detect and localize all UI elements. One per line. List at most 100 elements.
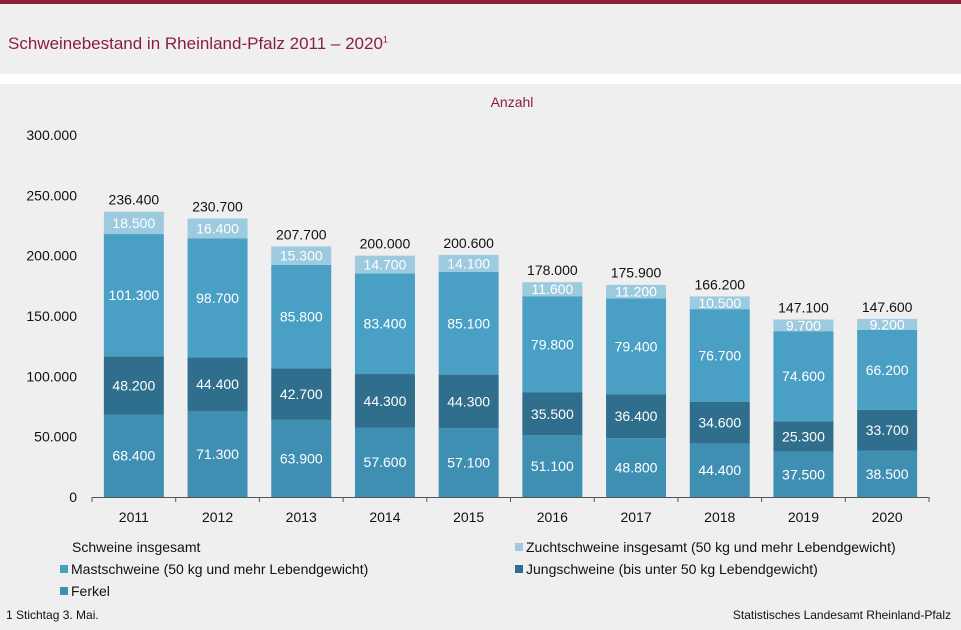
- x-tick-label: 2014: [369, 509, 400, 525]
- bar-segment: [103, 211, 164, 235]
- legend-total: Schweine insgesamt: [72, 539, 200, 555]
- bar-segment: [438, 374, 499, 429]
- bar-segment: [354, 427, 415, 497]
- x-tick-label: 2015: [453, 509, 484, 525]
- y-tick-label: 250.000: [26, 187, 77, 203]
- segment-value-label: 66.200: [866, 362, 909, 378]
- legend-ferkel-swatch: [60, 587, 68, 595]
- bar-segment: [354, 273, 415, 375]
- segment-value-label: 57.100: [447, 455, 490, 471]
- segment-value-label: 25.300: [782, 428, 825, 444]
- bar-segment: [103, 234, 164, 357]
- x-tick-label: 2020: [872, 509, 903, 525]
- bar-segment: [857, 329, 918, 410]
- bar-segment: [606, 394, 667, 439]
- segment-value-label: 44.400: [698, 462, 741, 478]
- total-value-label: 175.900: [611, 265, 662, 281]
- segment-value-label: 48.800: [615, 460, 658, 476]
- title-footnote-mark: 1: [382, 34, 388, 45]
- x-tick-label: 2019: [788, 509, 819, 525]
- segment-value-label: 11.600: [531, 281, 573, 297]
- legend-zuchtschweine-label: Zuchtschweine insgesamt (50 kg und mehr …: [526, 539, 896, 555]
- bar-segment: [271, 368, 332, 420]
- segment-value-label: 11.200: [615, 284, 657, 300]
- chart-title: Schweinebestand in Rheinland-Pfalz 2011 …: [8, 34, 388, 54]
- segment-value-label: 68.400: [112, 448, 155, 464]
- legend-jungschweine: Jungschweine (bis unter 50 kg Lebendgewi…: [515, 561, 818, 577]
- segment-value-label: 34.600: [698, 415, 741, 431]
- segment-value-label: 74.600: [782, 368, 825, 384]
- unit-label: Anzahl: [491, 94, 534, 110]
- legend-jungschweine-label: Jungschweine (bis unter 50 kg Lebendgewi…: [526, 561, 818, 577]
- segment-value-label: 51.100: [531, 458, 574, 474]
- legend-zuchtschweine-swatch: [515, 543, 523, 551]
- total-value-label: 166.200: [694, 276, 745, 292]
- bar-segment: [773, 331, 834, 422]
- segment-value-label: 57.600: [364, 454, 407, 470]
- bar-segment: [271, 419, 332, 497]
- segment-value-label: 14.700: [364, 257, 407, 273]
- x-tick-label: 2018: [704, 509, 735, 525]
- segment-value-label: 36.400: [615, 408, 658, 424]
- y-tick-label: 0: [69, 489, 77, 505]
- bar-segment: [606, 438, 667, 497]
- segment-value-label: 18.500: [112, 215, 155, 231]
- y-tick-label: 100.000: [26, 368, 77, 384]
- segment-value-label: 15.300: [280, 248, 323, 264]
- y-tick-label: 150.000: [26, 308, 77, 324]
- segment-value-label: 16.400: [196, 220, 239, 236]
- bar-segment: [103, 414, 164, 497]
- segment-value-label: 10.500: [698, 295, 741, 311]
- bar-segment: [271, 246, 332, 265]
- bar-segment: [689, 443, 750, 497]
- bar-segment: [606, 284, 667, 299]
- segment-value-label: 9.700: [786, 317, 821, 333]
- segment-value-label: 35.500: [531, 406, 574, 422]
- bar-segment: [187, 238, 248, 358]
- legend-zuchtschweine: Zuchtschweine insgesamt (50 kg und mehr …: [515, 539, 896, 555]
- legend-total-label: Schweine insgesamt: [72, 539, 201, 555]
- x-tick-label: 2013: [286, 509, 317, 525]
- legend-mastschweine-label: Mastschweine (50 kg und mehr Lebendgewic…: [71, 561, 369, 577]
- x-tick-label: 2011: [119, 509, 149, 525]
- bar-segment: [522, 435, 583, 497]
- segment-value-label: 79.400: [615, 338, 658, 354]
- y-tick-label: 50.000: [34, 429, 77, 445]
- segment-value-label: 85.100: [447, 315, 490, 331]
- bar-segment: [689, 296, 750, 310]
- bar-segment: [522, 282, 583, 297]
- segment-value-label: 44.300: [447, 393, 490, 409]
- segment-value-label: 9.200: [870, 316, 905, 332]
- segment-value-label: 14.100: [447, 255, 490, 271]
- total-value-label: 178.000: [527, 262, 578, 278]
- legend-jungschweine-swatch: [515, 565, 523, 573]
- bar-segment: [271, 264, 332, 369]
- segment-value-label: 44.400: [196, 376, 239, 392]
- bar-segment: [689, 401, 750, 444]
- bar-segment: [438, 254, 499, 272]
- y-tick-label: 200.000: [26, 248, 77, 264]
- total-value-label: 207.700: [276, 226, 327, 242]
- bar-segment: [438, 428, 499, 497]
- segment-value-label: 101.300: [109, 287, 160, 303]
- bar-segment: [438, 271, 499, 375]
- segment-value-label: 79.800: [531, 336, 574, 352]
- segment-value-label: 44.300: [364, 393, 407, 409]
- top-accent-bar: [0, 0, 961, 4]
- segment-value-label: 37.500: [782, 466, 825, 482]
- bar-segment: [606, 298, 667, 395]
- title-area: Schweinebestand in Rheinland-Pfalz 2011 …: [0, 4, 961, 74]
- total-value-label: 147.600: [862, 299, 913, 315]
- legend-mastschweine: Mastschweine (50 kg und mehr Lebendgewic…: [60, 561, 368, 577]
- segment-value-label: 42.700: [280, 386, 323, 402]
- total-value-label: 236.400: [109, 192, 160, 208]
- legend-ferkel-label: Ferkel: [71, 583, 110, 599]
- bar-segment: [522, 296, 583, 393]
- bar-segment: [773, 451, 834, 497]
- segment-value-label: 48.200: [112, 377, 155, 393]
- x-tick-label: 2012: [202, 509, 233, 525]
- segment-value-label: 98.700: [196, 290, 239, 306]
- chart-title-text: Schweinebestand in Rheinland-Pfalz 2011 …: [8, 34, 383, 53]
- x-tick-label: 2017: [620, 509, 651, 525]
